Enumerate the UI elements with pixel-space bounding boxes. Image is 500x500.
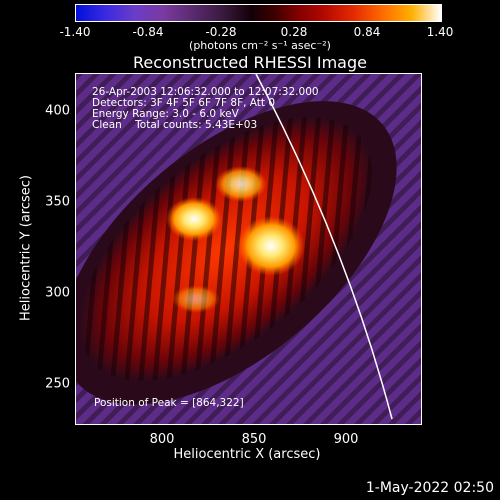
detectors-annotation: Detectors: 3F 4F 5F 6F 7F 8F, Att 0 [92,97,276,109]
clean-counts-annotation: Clean Total counts: 5.43E+03 [92,119,258,131]
solar-limb-line [255,74,393,420]
plot-title: Reconstructed RHESSI Image [133,53,367,72]
colorbar-tick: 1.40 [426,25,454,39]
x-tick-label: 800 [149,432,175,447]
y-tick-label: 300 [45,285,70,301]
colorbar [75,4,442,22]
y-axis-label: Heliocentric Y (arcsec) [18,175,34,321]
colorbar-tick: 0.84 [353,25,381,39]
colorbar-units: (photons cm⁻² s⁻¹ asec⁻²) [189,39,331,52]
colorbar-tick: -0.84 [132,25,164,39]
x-tick-label: 850 [241,432,267,447]
energy-range-annotation: Energy Range: 3.0 - 6.0 keV [92,108,239,120]
rhessi-image-plot: 26-Apr-2003 12:06:32.000 to 12:07:32.000… [75,73,422,425]
peak-position-annotation: Position of Peak = [864,322] [94,397,244,409]
y-tick-label: 250 [45,376,70,392]
time-range-annotation: 26-Apr-2003 12:06:32.000 to 12:07:32.000 [92,86,319,98]
x-tick-label: 900 [333,432,359,447]
colorbar-tick: -1.40 [59,25,91,39]
x-axis-label: Heliocentric X (arcsec) [173,447,321,462]
colorbar-tick: 0.28 [280,25,308,39]
date-stamp: 1-May-2022 02:50 [365,480,494,496]
y-tick-label: 400 [45,103,70,119]
y-tick-label: 350 [45,194,70,210]
rhessi-image [76,74,421,424]
colorbar-tick: -0.28 [205,25,237,39]
